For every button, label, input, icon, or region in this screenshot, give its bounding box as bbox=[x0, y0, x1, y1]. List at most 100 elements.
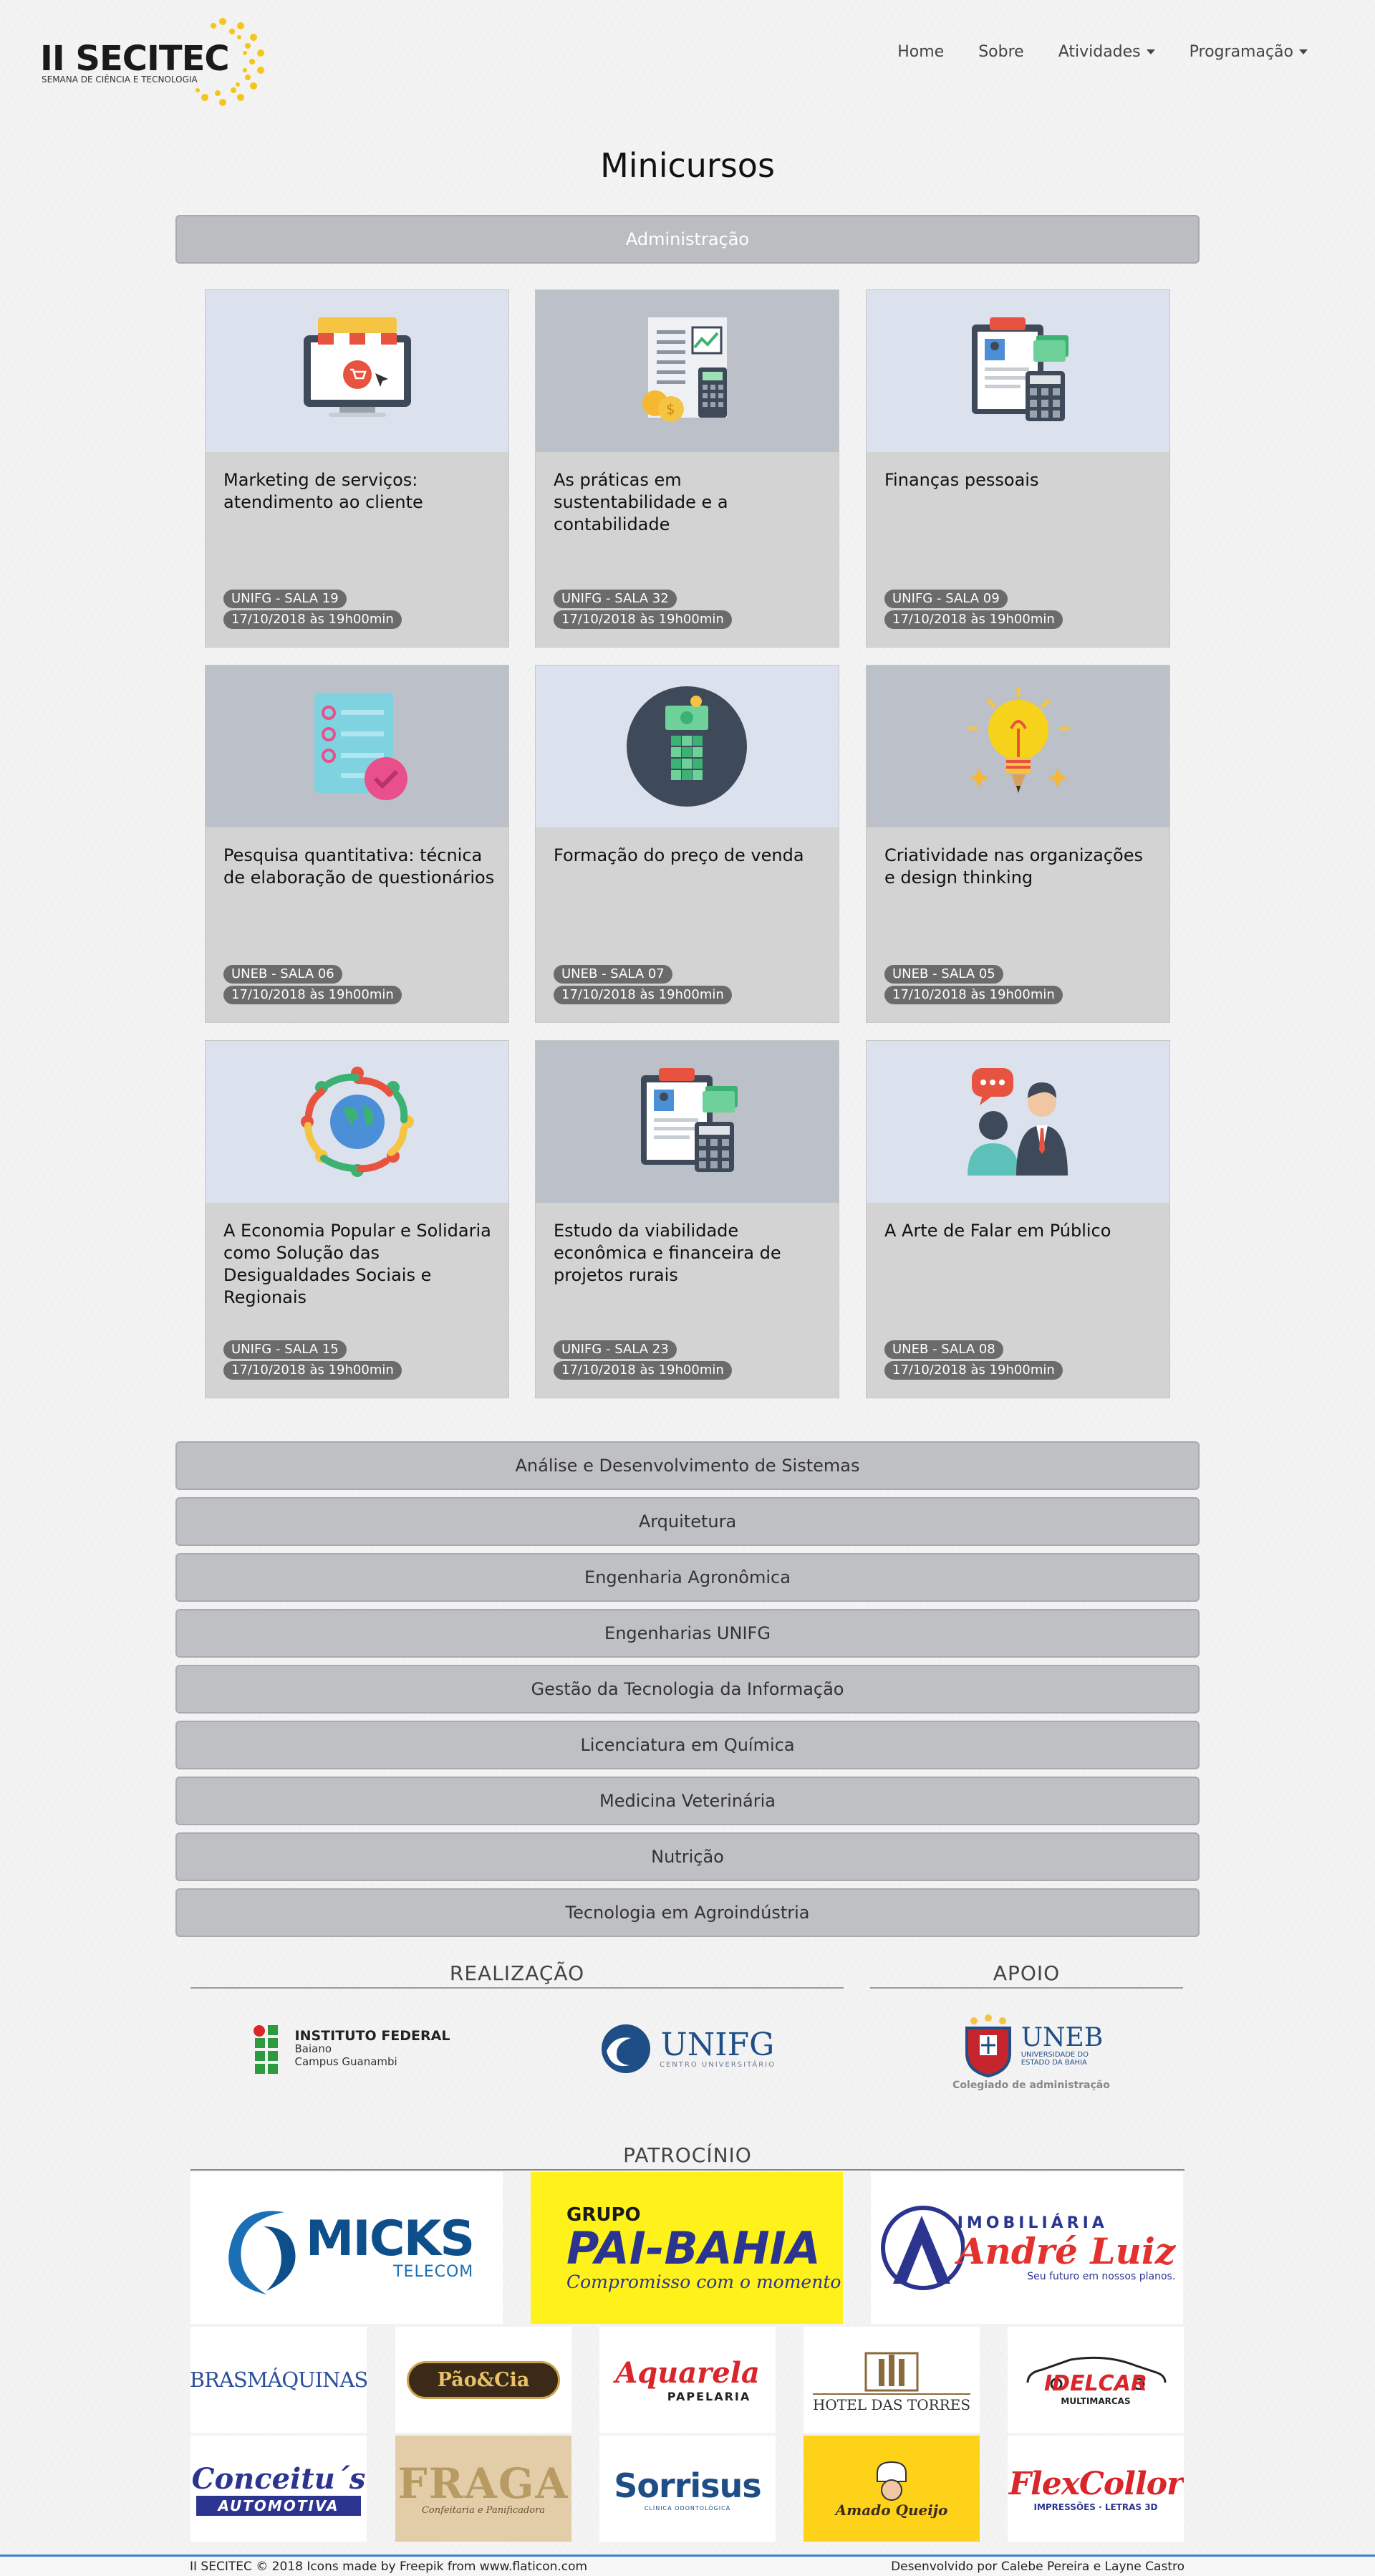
sorrisus-logo[interactable]: Sorrisus CLÍNICA ODONTOLÓGICA bbox=[599, 2436, 776, 2542]
brasmaquinas-logo[interactable]: BRASMÁQUINAS bbox=[190, 2327, 367, 2433]
unifg-logo[interactable]: UNIFG CENTRO UNIVERSITÁRIO bbox=[587, 2013, 788, 2085]
people-globe-icon bbox=[300, 1067, 414, 1177]
course-card[interactable]: $ As práticas em sustentabilidade e a co… bbox=[535, 289, 839, 648]
course-card[interactable]: A Arte de Falar em Público UNEB - SALA 0… bbox=[866, 1040, 1170, 1398]
public-speaking-icon bbox=[967, 1068, 1068, 1176]
fraga-name: FRAGA bbox=[397, 2459, 569, 2508]
fraga-logo[interactable]: FRAGA Confeitaria e Panificadora bbox=[395, 2436, 571, 2542]
course-card[interactable]: Formação do preço de venda UNEB - SALA 0… bbox=[535, 665, 839, 1023]
checklist-icon bbox=[314, 693, 407, 800]
footer-credits: II SECITEC © 2018 Icons made by Freepik … bbox=[190, 2560, 588, 2574]
card-title: Pesquisa quantitativa: técnica de elabor… bbox=[223, 845, 495, 888]
unifg-swirl-icon bbox=[602, 2024, 650, 2073]
course-card[interactable]: Marketing de serviços: atendimento ao cl… bbox=[205, 289, 509, 648]
uneb-mark: UNEB UNIVERSIDADE DO ESTADO DA BAHIA bbox=[960, 2014, 1103, 2078]
apoio-divider bbox=[870, 1987, 1183, 1989]
section-label: Gestão da Tecnologia da Informação bbox=[531, 1679, 844, 1699]
if-baiano-logo[interactable]: INSTITUTO FEDERAL Baiano Campus Guanambi bbox=[251, 2013, 451, 2085]
brand-title: II SECITEC bbox=[40, 39, 230, 79]
pao-e-cia-logo[interactable]: Pão&Cia bbox=[395, 2327, 571, 2433]
if-text: INSTITUTO FEDERAL Baiano Campus Guanambi bbox=[294, 2029, 450, 2069]
patrocinio-divider bbox=[190, 2169, 1185, 2171]
room-badge: UNEB - SALA 06 bbox=[223, 965, 342, 984]
card-image bbox=[536, 1041, 839, 1203]
section-ads[interactable]: Análise e Desenvolvimento de Sistemas bbox=[175, 1441, 1200, 1490]
card-image bbox=[867, 665, 1169, 827]
section-agroindustria[interactable]: Tecnologia em Agroindústria bbox=[175, 1888, 1200, 1937]
hotel-name: HOTEL DAS TORRES bbox=[812, 2393, 971, 2413]
accounting-icon: $ bbox=[642, 317, 727, 422]
aquarela-sub: PAPELARIA bbox=[667, 2390, 751, 2403]
idelcar-sub: MULTIMARCAS bbox=[1061, 2395, 1131, 2406]
section-engenharias-unifg[interactable]: Engenharias UNIFG bbox=[175, 1609, 1200, 1658]
room-badge: UNIFG - SALA 32 bbox=[554, 590, 677, 608]
date-badge: 17/10/2018 às 19h00min bbox=[554, 986, 732, 1004]
uneb-logo[interactable]: UNEB UNIVERSIDADE DO ESTADO DA BAHIA Col… bbox=[952, 2006, 1110, 2099]
if-line2: Baiano bbox=[294, 2042, 332, 2055]
section-administracao[interactable]: Administração bbox=[175, 215, 1200, 264]
section-quimica[interactable]: Licenciatura em Química bbox=[175, 1721, 1200, 1769]
andre-luiz-a-icon bbox=[880, 2206, 965, 2290]
lightbulb-icon bbox=[967, 687, 1069, 793]
uneb-crest-icon bbox=[965, 2014, 1011, 2078]
hotel-das-torres-logo[interactable]: HOTEL DAS TORRES bbox=[804, 2327, 980, 2433]
course-card[interactable]: A Economia Popular e Solidaria como Solu… bbox=[205, 1040, 509, 1398]
finance-clipboard-icon bbox=[640, 1068, 738, 1172]
date-badge: 17/10/2018 às 19h00min bbox=[884, 986, 1063, 1004]
course-card[interactable]: Criatividade nas organizações e design t… bbox=[866, 665, 1170, 1023]
course-card[interactable]: Estudo da viabilidade econômica e financ… bbox=[535, 1040, 839, 1398]
flexcollor-sub: IMPRESSÕES · LETRAS 3D bbox=[1033, 2501, 1158, 2512]
flexcollor-name: FlexCollor bbox=[1008, 2465, 1184, 2502]
uneb-caption: Colegiado de administração bbox=[952, 2080, 1110, 2091]
card-title: A Arte de Falar em Público bbox=[884, 1221, 1111, 1241]
sorrisus-name: Sorrisus bbox=[614, 2466, 761, 2505]
section-label: Engenharia Agronômica bbox=[584, 1567, 791, 1587]
unifg-name: UNIFG bbox=[660, 2026, 775, 2063]
course-card[interactable]: Pesquisa quantitativa: técnica de elabor… bbox=[205, 665, 509, 1023]
idelcar-logo[interactable]: IDELCAR MULTIMARCAS bbox=[1008, 2327, 1184, 2433]
car-outline-icon bbox=[1026, 2356, 1167, 2390]
paocia-name: Pão&Cia bbox=[406, 2360, 561, 2399]
nav-programacao-dropdown[interactable]: Programação bbox=[1172, 43, 1325, 61]
section-arquitetura[interactable]: Arquitetura bbox=[175, 1497, 1200, 1546]
micks-text: MICKS TELECOM bbox=[305, 2210, 476, 2281]
sun-logo-icon bbox=[196, 18, 264, 106]
realizacao-divider bbox=[190, 1987, 844, 1989]
date-badge: 17/10/2018 às 19h00min bbox=[884, 1361, 1063, 1380]
idelcar-name: IDELCAR bbox=[1043, 2370, 1147, 2396]
andre-luiz-logo[interactable]: IMOBILIÁRIA André Luiz Seu futuro em nos… bbox=[871, 2172, 1183, 2324]
card-title: As práticas em sustentabilidade e a cont… bbox=[554, 470, 728, 534]
page-title: Minicursos bbox=[600, 146, 775, 185]
sorrisus-sub: CLÍNICA ODONTOLÓGICA bbox=[644, 2504, 731, 2512]
nav-sobre[interactable]: Sobre bbox=[961, 43, 1041, 61]
nav-programacao-label: Programação bbox=[1189, 43, 1293, 61]
amado-queijo-logo[interactable]: Amado Queijo bbox=[804, 2436, 980, 2542]
card-title: Estudo da viabilidade econômica e financ… bbox=[554, 1221, 781, 1285]
aquarela-logo[interactable]: Aquarela PAPELARIA bbox=[599, 2327, 776, 2433]
section-nutricao[interactable]: Nutrição bbox=[175, 1832, 1200, 1881]
nav-atividades-dropdown[interactable]: Atividades bbox=[1041, 43, 1172, 61]
grupo-pai-bahia-logo[interactable]: GRUPO PAI-BAHIA Compromisso com o moment… bbox=[531, 2172, 843, 2324]
micks-name: MICKS bbox=[305, 2210, 476, 2267]
andre-top: IMOBILIÁRIA bbox=[957, 2214, 1108, 2232]
flexcollor-logo[interactable]: FlexCollor IMPRESSÕES · LETRAS 3D bbox=[1008, 2436, 1184, 2542]
card-image bbox=[536, 665, 839, 827]
card-title: Formação do preço de venda bbox=[554, 845, 804, 865]
andre-name: André Luiz bbox=[957, 2229, 1176, 2272]
nav-home[interactable]: Home bbox=[880, 43, 961, 61]
caret-down-icon bbox=[1299, 49, 1308, 54]
room-badge: UNIFG - SALA 15 bbox=[223, 1340, 347, 1359]
micks-telecom-logo[interactable]: MICKS TELECOM bbox=[190, 2172, 503, 2324]
section-engenharia-agronomica[interactable]: Engenharia Agronômica bbox=[175, 1553, 1200, 1602]
room-badge: UNEB - SALA 07 bbox=[554, 965, 672, 984]
unifg-text: UNIFG CENTRO UNIVERSITÁRIO bbox=[660, 2029, 776, 2069]
course-card[interactable]: Finanças pessoais UNIFG - SALA 09 17/10/… bbox=[866, 289, 1170, 648]
date-badge: 17/10/2018 às 19h00min bbox=[223, 1361, 402, 1380]
section-medicina-veterinaria[interactable]: Medicina Veterinária bbox=[175, 1777, 1200, 1825]
conceitus-logo[interactable]: Conceitu´s AUTOMOTIVA bbox=[190, 2436, 367, 2542]
unifg-sub: CENTRO UNIVERSITÁRIO bbox=[660, 2060, 776, 2069]
nav-links: Home Sobre Atividades Programação bbox=[880, 43, 1325, 61]
brand-logo[interactable]: II SECITEC SEMANA DE CIÊNCIA E TECNOLOGI… bbox=[40, 16, 264, 109]
caret-down-icon bbox=[1146, 49, 1155, 54]
section-gti[interactable]: Gestão da Tecnologia da Informação bbox=[175, 1665, 1200, 1714]
